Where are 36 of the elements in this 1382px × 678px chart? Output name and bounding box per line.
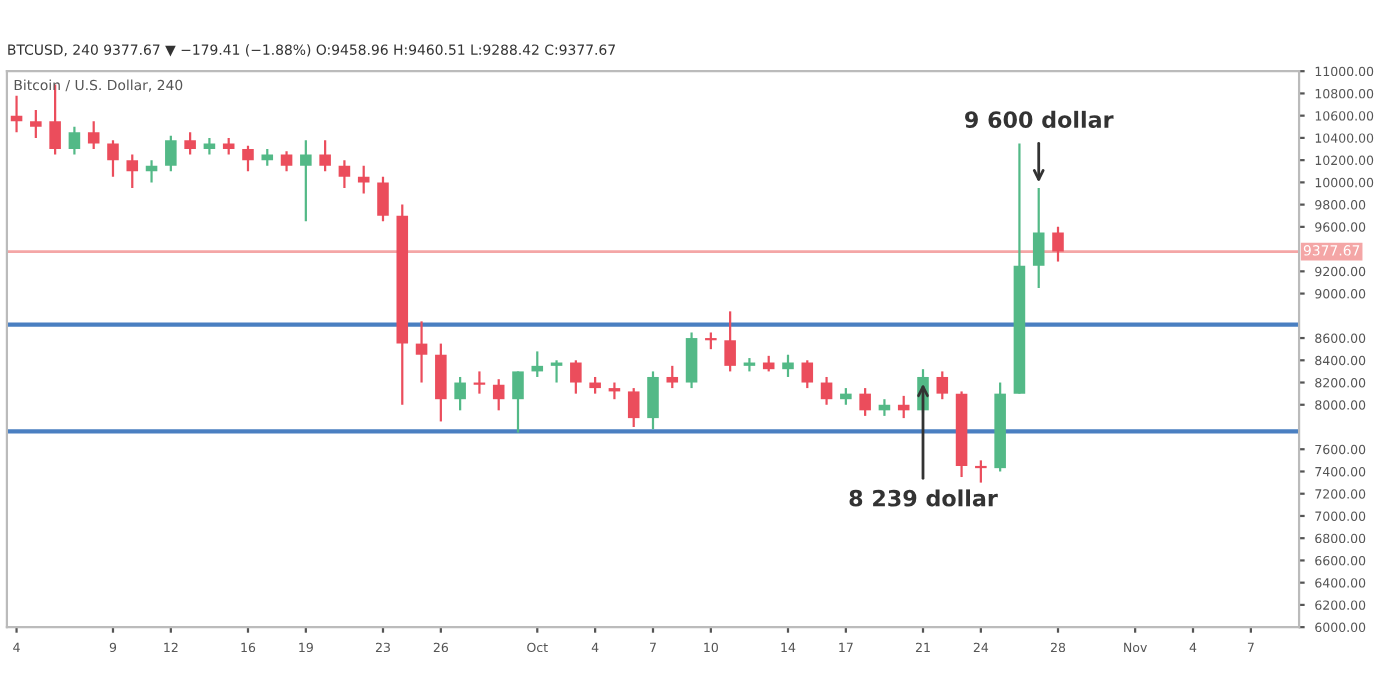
candlestick: [415, 320, 428, 384]
candlestick: [936, 370, 949, 401]
candlestick: [435, 342, 447, 423]
annotation: 8 239 dollar: [849, 489, 998, 507]
candlestick: [300, 139, 312, 223]
candlestick: [647, 370, 659, 431]
candlestick: [30, 109, 42, 140]
candlestick: [570, 359, 582, 395]
candlestick: [280, 150, 293, 173]
candlestick: [1032, 186, 1045, 290]
candlestick: [319, 139, 331, 173]
candlestick: [685, 331, 698, 390]
candlestick: [87, 120, 100, 151]
candlestick: [454, 375, 466, 412]
candlestick: [338, 159, 351, 190]
candlestick: [859, 386, 871, 417]
candlestick: [126, 153, 139, 190]
candlestick: [512, 370, 524, 434]
candlestick: [242, 144, 254, 173]
candlestick: [782, 353, 794, 379]
candlestick: [820, 375, 833, 406]
candlestick: [897, 394, 910, 420]
candlestick: [165, 134, 177, 173]
candlestick: [377, 175, 389, 223]
candlestick: [975, 459, 987, 484]
candlestick: [531, 350, 544, 379]
candlestick: [627, 386, 640, 429]
candlestick: [666, 364, 679, 390]
candlestick: [801, 359, 814, 390]
annotation: 9 600 dollar: [965, 110, 1114, 129]
candlestick: [107, 139, 119, 178]
candlestick: [724, 310, 736, 373]
candlestick: [492, 378, 505, 412]
candlestick: [68, 125, 81, 156]
candlestick: [1052, 225, 1064, 263]
candlestick: [184, 131, 196, 156]
